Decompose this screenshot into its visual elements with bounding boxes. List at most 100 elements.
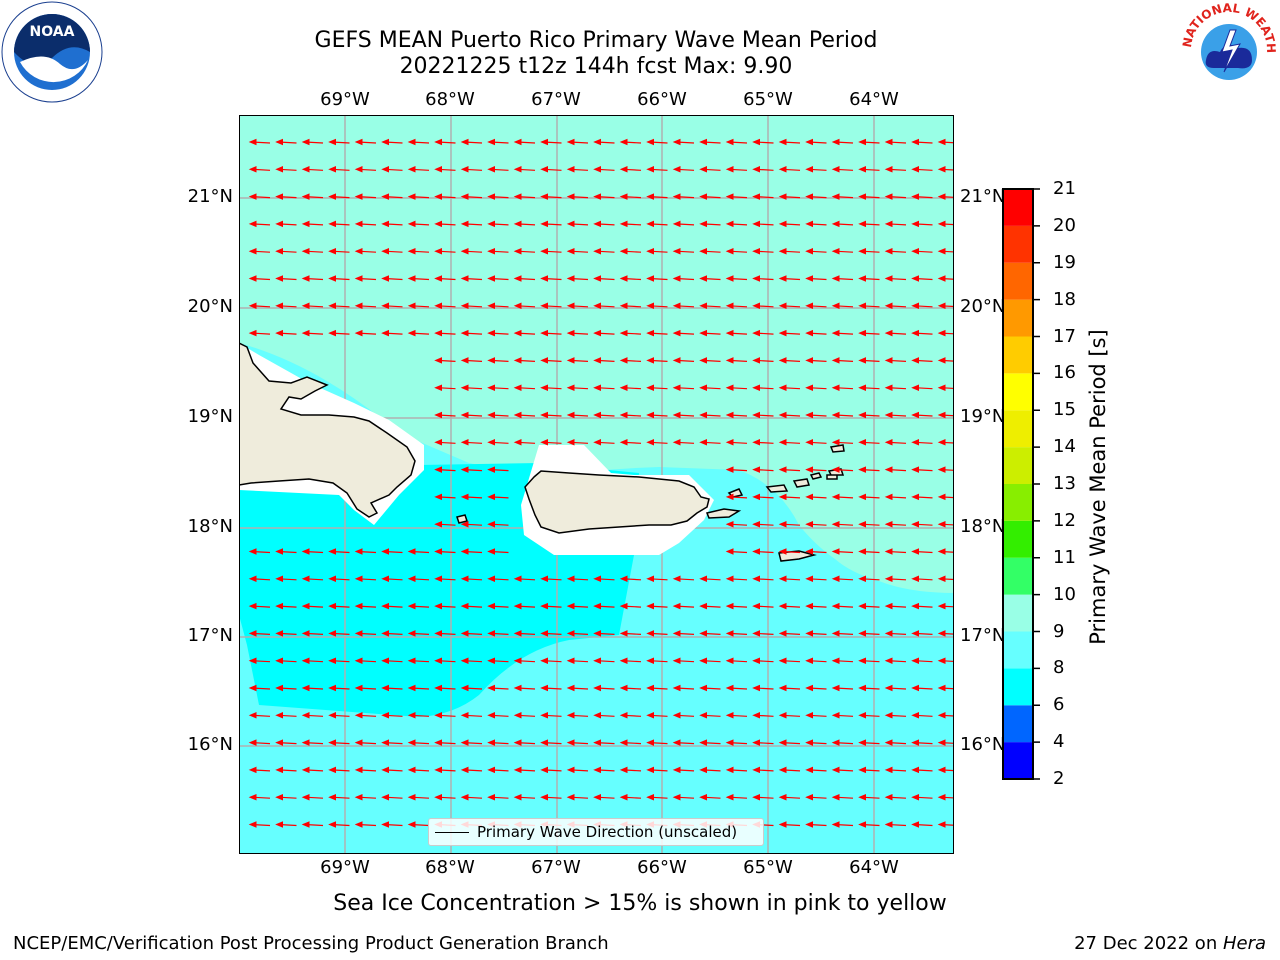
wave-arrow xyxy=(778,138,801,146)
wave-arrow xyxy=(937,739,954,746)
wave-arrow xyxy=(434,657,456,664)
map-title: GEFS MEAN Puerto Rico Primary Wave Mean … xyxy=(314,28,878,53)
wave-arrow xyxy=(460,493,483,501)
wave-arrow xyxy=(858,766,880,774)
wave-arrow xyxy=(540,602,562,610)
wave-arrow xyxy=(513,602,536,610)
wave-arrow xyxy=(858,193,880,200)
wave-arrow xyxy=(593,275,615,282)
wave-arrow xyxy=(858,138,880,146)
wave-arrow xyxy=(646,712,668,719)
wave-arrow xyxy=(275,329,297,337)
wave-arrow xyxy=(911,739,933,746)
wave-arrow xyxy=(460,411,483,419)
wave-arrow xyxy=(381,166,403,173)
lat-label-left-16n: 16°N xyxy=(187,734,233,755)
wave-arrow xyxy=(354,657,377,664)
wave-arrow xyxy=(725,439,748,446)
colorbar-band xyxy=(1003,336,1033,374)
wave-arrow xyxy=(646,411,668,419)
wave-arrow xyxy=(487,493,509,501)
wave-arrow xyxy=(752,793,774,801)
wave-arrow xyxy=(699,739,721,746)
wave-arrow xyxy=(301,329,324,337)
wave-arrow xyxy=(646,684,668,692)
wave-arrow xyxy=(831,684,854,692)
wave-arrow xyxy=(911,411,933,419)
wave-arrow xyxy=(725,684,748,692)
wave-arrow xyxy=(513,220,536,228)
wave-arrow xyxy=(725,548,748,555)
wave-arrow xyxy=(248,712,271,719)
wave-arrow xyxy=(619,384,642,391)
wave-arrow xyxy=(805,520,827,528)
wave-arrow xyxy=(513,712,536,719)
wave-arrow xyxy=(487,684,509,692)
wave-arrow xyxy=(911,329,933,337)
wave-arrow xyxy=(593,247,615,255)
wave-arrow xyxy=(301,548,324,555)
wave-arrow xyxy=(460,384,483,391)
wave-arrow xyxy=(778,247,801,255)
wave-arrow xyxy=(434,793,456,801)
wave-arrow xyxy=(672,439,695,446)
wave-arrow xyxy=(328,548,350,555)
wave-arrow xyxy=(248,247,271,255)
wave-arrow xyxy=(407,575,430,583)
wave-arrow xyxy=(354,821,377,828)
wave-arrow xyxy=(407,602,430,610)
wave-arrow xyxy=(248,821,271,828)
wave-arrow xyxy=(619,220,642,228)
wave-arrow xyxy=(275,739,297,746)
wave-arrow xyxy=(752,247,774,255)
wave-arrow xyxy=(937,520,954,528)
wave-arrow xyxy=(513,329,536,337)
wave-arrow xyxy=(460,439,483,446)
wave-arrow xyxy=(540,384,562,391)
wave-arrow xyxy=(513,384,536,391)
wave-arrow xyxy=(778,712,801,719)
wave-arrow xyxy=(301,247,324,255)
wave-arrow xyxy=(911,602,933,610)
wave-arrow xyxy=(381,821,403,828)
wave-arrow xyxy=(248,275,271,282)
wave-arrow xyxy=(646,439,668,446)
wave-arrow xyxy=(672,275,695,282)
colorbar-band xyxy=(1003,189,1033,226)
wave-arrow xyxy=(566,302,589,310)
wave-arrow xyxy=(911,166,933,173)
wave-arrow xyxy=(778,548,801,555)
wave-arrow xyxy=(884,357,907,364)
wave-arrow xyxy=(434,138,456,146)
wave-arrow xyxy=(540,739,562,746)
wave-arrow xyxy=(513,657,536,664)
wave-arrow xyxy=(328,712,350,719)
credit-line: NCEP/EMC/Verification Post Processing Pr… xyxy=(13,933,609,954)
wave-arrow xyxy=(566,329,589,337)
wave-arrow xyxy=(911,821,933,828)
wave-arrow xyxy=(699,411,721,419)
wave-arrow xyxy=(911,630,933,637)
wave-arrow xyxy=(699,793,721,801)
wave-arrow xyxy=(805,766,827,774)
wave-arrow xyxy=(248,739,271,746)
wave-arrow xyxy=(460,602,483,610)
lon-label-bottom-65w: 65°W xyxy=(743,857,793,878)
wave-arrow xyxy=(752,739,774,746)
lat-label-left-17n: 17°N xyxy=(187,625,233,646)
lat-label-left-19n: 19°N xyxy=(187,406,233,427)
wave-arrow xyxy=(407,247,430,255)
wave-arrow xyxy=(593,329,615,337)
wave-arrow xyxy=(937,166,954,173)
wave-arrow xyxy=(487,329,509,337)
wave-arrow xyxy=(487,766,509,774)
wave-arrow xyxy=(937,411,954,419)
wave-arrow xyxy=(699,357,721,364)
lat-label-right-18n: 18°N xyxy=(960,516,1006,537)
wave-arrow xyxy=(672,166,695,173)
colorbar-band xyxy=(1003,520,1033,558)
wave-arrow xyxy=(487,357,509,364)
wave-arrow xyxy=(858,657,880,664)
wave-arrow xyxy=(328,657,350,664)
wave-arrow xyxy=(434,411,456,419)
